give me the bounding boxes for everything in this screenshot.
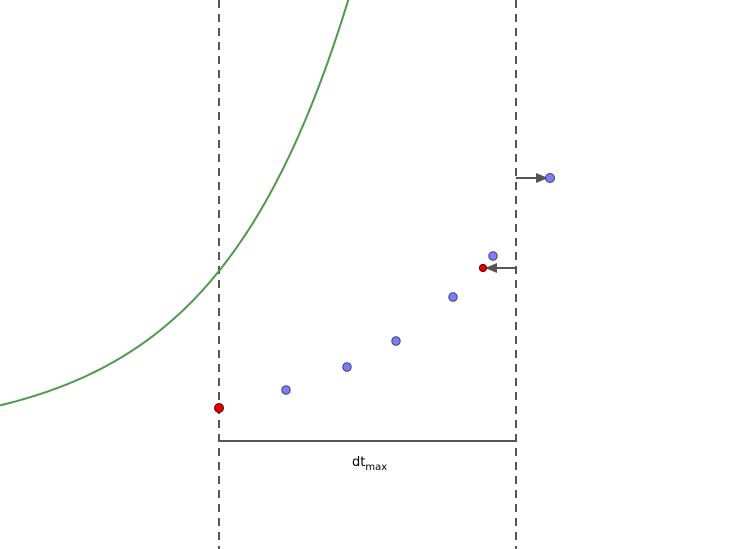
sample-point [342, 362, 352, 372]
dt-max-label-main: dt [352, 455, 365, 470]
exponential-curve [0, 0, 350, 407]
arrow-right-to-point [516, 173, 548, 183]
highlight-point-start [214, 403, 224, 413]
arrow-right-head [536, 173, 548, 183]
dt-max-label: dtmax [352, 455, 387, 473]
sample-point [281, 385, 291, 395]
highlight-point-boundary [478, 263, 488, 273]
arrow-left-head [485, 263, 497, 273]
arrow-left-to-point [485, 263, 516, 273]
dt-max-label-subscript: max [365, 462, 387, 473]
sample-point [391, 336, 401, 346]
sample-point [488, 251, 498, 261]
sample-point-outside [545, 173, 555, 183]
sample-point [448, 292, 458, 302]
